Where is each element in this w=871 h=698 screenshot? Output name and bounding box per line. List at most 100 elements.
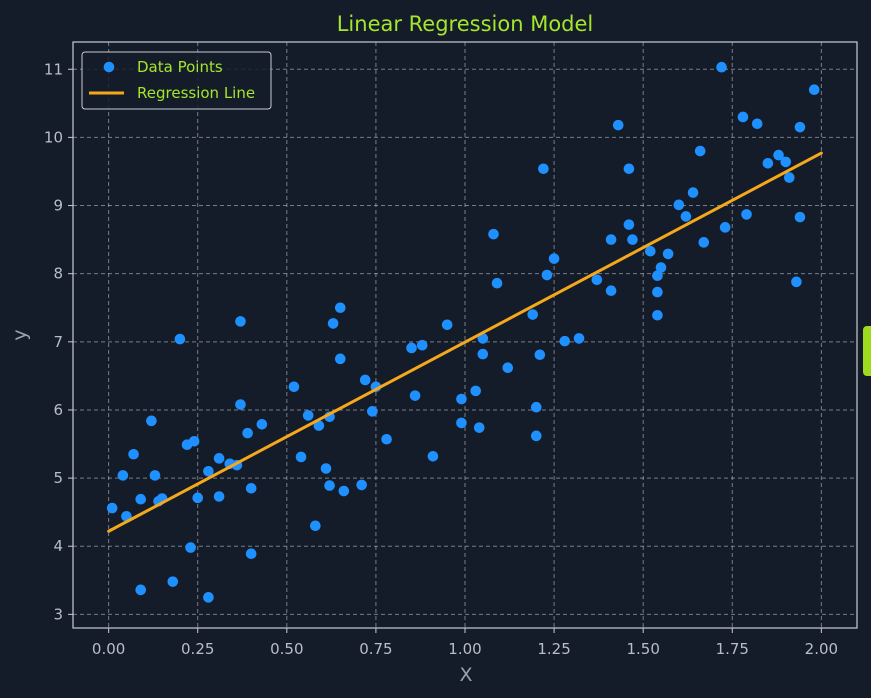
y-tick-label: 6 xyxy=(53,401,63,419)
data-point xyxy=(313,420,325,431)
data-point xyxy=(605,234,617,245)
legend-label-regression-line: Regression Line xyxy=(137,84,255,102)
data-point xyxy=(548,253,560,264)
y-tick-label: 10 xyxy=(44,128,63,146)
data-point xyxy=(356,479,367,491)
data-point xyxy=(530,401,542,413)
data-point xyxy=(295,451,307,463)
data-point xyxy=(167,576,179,587)
y-tick-label: 7 xyxy=(53,333,63,351)
data-point xyxy=(791,276,802,288)
data-point xyxy=(716,61,727,73)
data-point xyxy=(719,222,731,233)
data-point xyxy=(135,584,147,596)
data-point xyxy=(741,209,752,220)
data-point xyxy=(623,219,635,230)
data-point xyxy=(338,485,350,497)
data-point xyxy=(605,285,617,297)
data-point xyxy=(737,111,749,123)
data-point xyxy=(128,448,139,460)
data-point xyxy=(488,228,499,240)
data-point xyxy=(680,211,692,222)
data-point xyxy=(538,163,549,175)
data-point xyxy=(327,318,339,329)
data-point xyxy=(288,381,300,393)
data-point xyxy=(235,316,246,327)
y-tick-label: 3 xyxy=(53,605,63,623)
data-point xyxy=(256,418,268,430)
data-point xyxy=(174,333,186,345)
data-point xyxy=(192,492,204,504)
data-point xyxy=(687,187,699,198)
x-tick-label: 1.25 xyxy=(537,640,570,658)
data-point xyxy=(359,374,371,386)
y-axis: 3 4 5 6 7 8 9 10 11 xyxy=(44,60,73,623)
data-point xyxy=(456,393,467,405)
data-point xyxy=(409,390,421,401)
data-point xyxy=(773,149,784,161)
data-point xyxy=(662,248,674,260)
data-point xyxy=(213,453,225,464)
side-panel-tab[interactable] xyxy=(863,326,871,376)
data-point xyxy=(185,542,196,553)
data-point xyxy=(324,480,335,491)
y-tick-label: 9 xyxy=(53,197,63,215)
x-tick-label: 1.50 xyxy=(626,640,659,658)
data-point xyxy=(320,463,332,474)
data-point xyxy=(652,309,663,321)
data-point xyxy=(783,172,795,183)
data-point xyxy=(794,121,806,133)
x-axis: 0.00 0.25 0.50 0.75 1.00 1.25 1.50 1.75 2.00 xyxy=(92,628,838,658)
y-tick-label: 5 xyxy=(53,469,63,487)
data-point xyxy=(117,470,129,481)
data-point xyxy=(530,430,542,442)
data-point xyxy=(559,335,571,347)
legend: Data Points Regression Line xyxy=(81,51,272,110)
y-tick-label: 11 xyxy=(44,60,63,78)
data-point xyxy=(694,145,706,157)
x-tick-label: 0.00 xyxy=(92,640,125,658)
data-point xyxy=(427,450,439,462)
data-point xyxy=(456,417,467,429)
data-point xyxy=(491,277,503,289)
data-point xyxy=(808,84,820,95)
data-point xyxy=(367,406,378,417)
data-point xyxy=(203,465,214,477)
x-tick-label: 0.75 xyxy=(359,640,392,658)
x-tick-label: 1.00 xyxy=(448,640,481,658)
data-point xyxy=(591,274,603,286)
data-point xyxy=(652,286,663,298)
data-point xyxy=(612,119,624,131)
data-point xyxy=(573,333,585,344)
x-tick-label: 0.25 xyxy=(181,640,214,658)
data-point xyxy=(470,385,481,397)
data-point xyxy=(334,302,346,314)
data-points-series xyxy=(106,61,820,603)
legend-label-data-points: Data Points xyxy=(137,58,223,76)
data-point xyxy=(502,362,514,374)
data-point xyxy=(655,262,667,273)
data-point xyxy=(473,422,485,433)
regression-line-series xyxy=(107,151,823,533)
data-point xyxy=(334,353,346,365)
data-point xyxy=(534,349,546,361)
data-point xyxy=(213,491,225,502)
data-point xyxy=(794,211,806,223)
data-point xyxy=(441,319,453,331)
data-point xyxy=(310,520,321,532)
y-tick-label: 4 xyxy=(53,537,63,555)
data-point xyxy=(623,163,635,175)
data-point xyxy=(541,269,553,281)
data-point xyxy=(146,415,157,427)
y-tick-label: 8 xyxy=(53,265,63,283)
data-point xyxy=(242,427,253,439)
x-tick-label: 2.00 xyxy=(805,640,838,658)
x-tick-label: 0.50 xyxy=(270,640,303,658)
chart-title: Linear Regression Model xyxy=(337,12,594,36)
data-point xyxy=(188,435,200,447)
data-point xyxy=(780,156,792,168)
data-point xyxy=(527,309,539,320)
data-point xyxy=(381,433,392,445)
